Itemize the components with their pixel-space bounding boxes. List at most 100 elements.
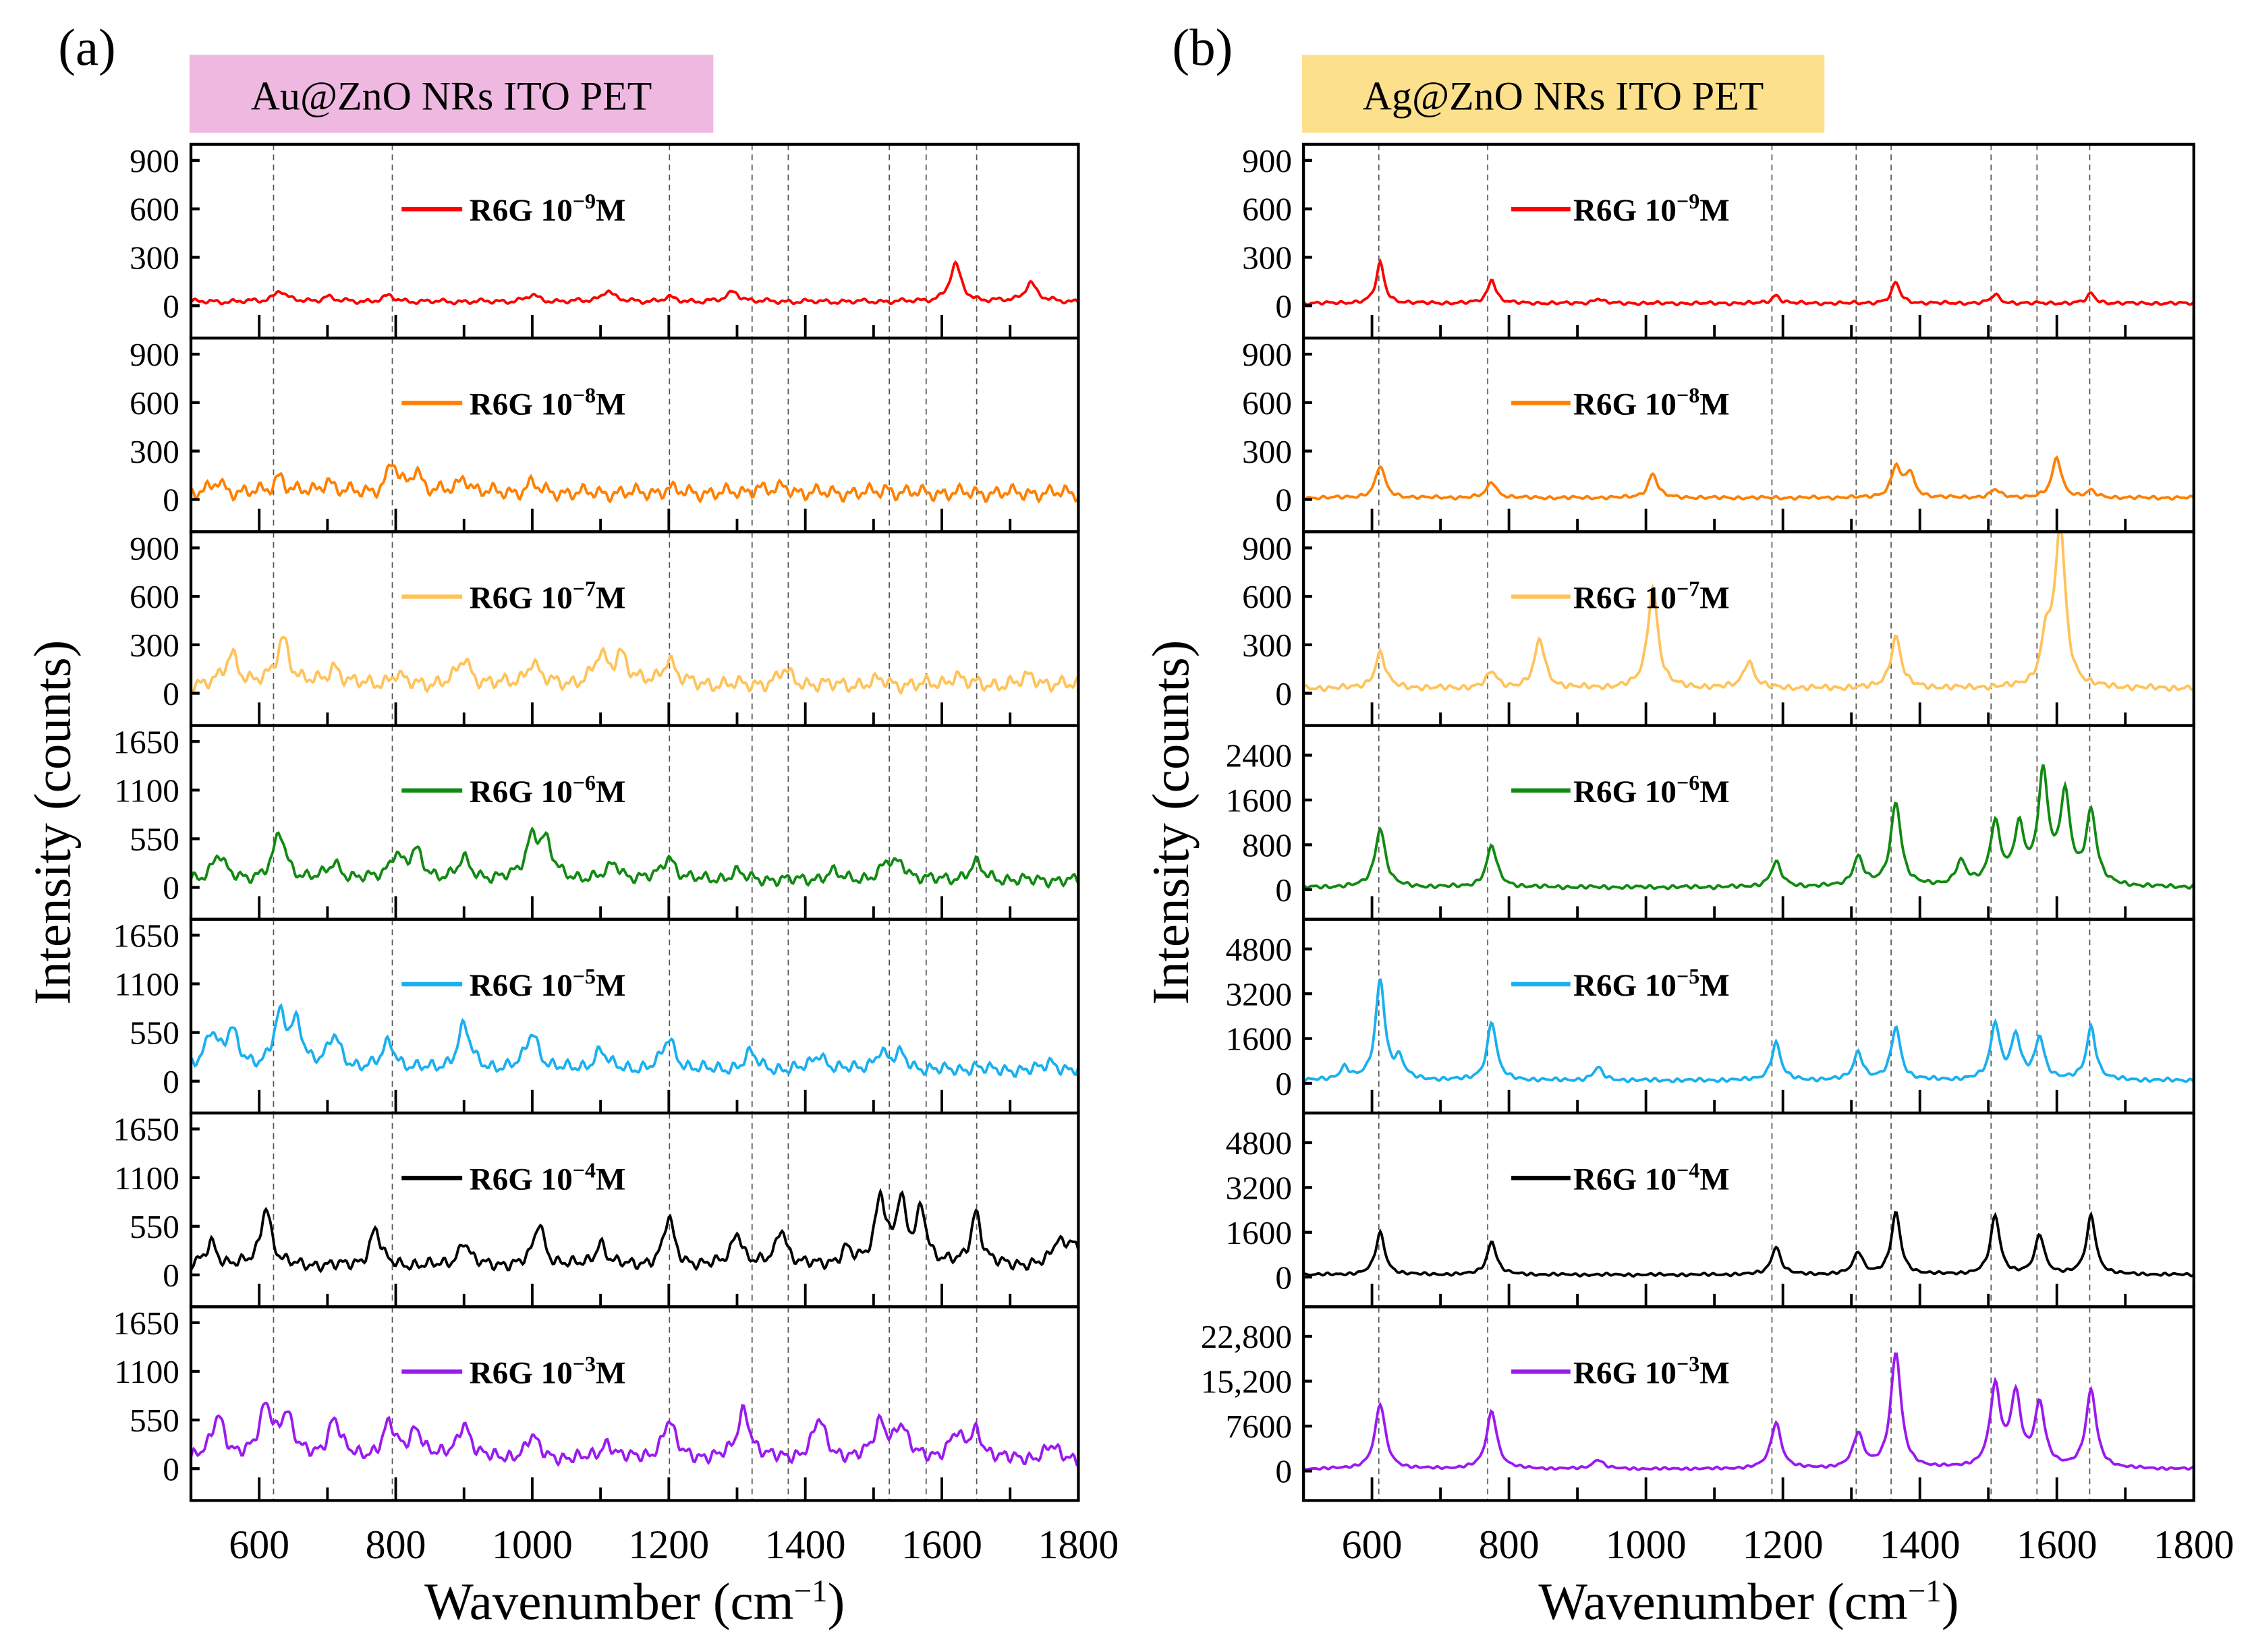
- legend-label: R6G 10−5M: [1573, 964, 1730, 1003]
- subplot-frame: [189, 1305, 1080, 1502]
- subplot-6: 0 7600 15,200 22,800 R6G 10−3M: [1201, 1305, 2195, 1502]
- legend-base: R6G 10: [1573, 581, 1677, 616]
- spectrum-line-3: [1303, 764, 2194, 891]
- spectrum-line-1: [1303, 455, 2194, 501]
- y-tick-label: 0: [1275, 1065, 1292, 1102]
- legend-base: R6G 10: [470, 193, 573, 228]
- x-tick-label: 1200: [1743, 1522, 1824, 1567]
- legend-unit: M: [596, 774, 625, 809]
- subplot-frame: [1301, 917, 2195, 1115]
- legend-exponent: −8: [1677, 382, 1699, 407]
- subplot-frame: [1301, 1111, 2195, 1309]
- legend-label: R6G 10−6M: [1573, 770, 1730, 809]
- panel-label: (b): [1172, 18, 1233, 76]
- y-tick-label: 800: [1242, 826, 1292, 863]
- subplot-frame: [1301, 1305, 2195, 1502]
- y-tick-label: 900: [130, 142, 179, 179]
- y-tick-label: 550: [130, 821, 179, 858]
- spectrum-line-4: [191, 1003, 1079, 1078]
- legend-unit: M: [1699, 774, 1729, 809]
- legend-exponent: −5: [573, 964, 596, 988]
- legend-base: R6G 10: [1573, 1162, 1677, 1197]
- x-tick-label: 1800: [1038, 1522, 1119, 1567]
- subplot-frame: [1301, 142, 2195, 340]
- legend-exponent: −6: [573, 770, 596, 795]
- subplot-2: 0 300 600 900 R6G 10−7M: [1242, 530, 2195, 727]
- y-tick-label: 4800: [1226, 1124, 1292, 1162]
- y-tick-label: 300: [1242, 239, 1292, 277]
- legend-base: R6G 10: [470, 968, 573, 1003]
- subplot-1: 0 300 600 900 R6G 10−8M: [130, 336, 1080, 534]
- legend-label: R6G 10−8M: [470, 382, 626, 422]
- y-tick-label: 1650: [113, 1111, 179, 1148]
- legend-unit: M: [596, 1356, 625, 1391]
- legend-unit: M: [596, 968, 625, 1003]
- subplot-frame: [189, 724, 1080, 921]
- y-tick-label: 900: [1242, 142, 1292, 179]
- y-tick-label: 600: [130, 578, 179, 615]
- spectrum-line-3: [191, 826, 1079, 889]
- x-tick-label: 1000: [492, 1522, 573, 1567]
- y-tick-label: 1650: [113, 723, 179, 760]
- y-tick-label: 300: [130, 627, 179, 664]
- spectrum-line-1: [191, 463, 1079, 504]
- spectrum-line-2: [191, 635, 1079, 695]
- spectrum-line-6: [1303, 1352, 2194, 1472]
- y-tick-label: 2400: [1226, 737, 1292, 774]
- subplot-frame: [1301, 336, 2195, 534]
- subplot-3: 0 800 1600 2400 R6G 10−6M: [1226, 724, 2195, 921]
- legend-label: R6G 10−9M: [1573, 189, 1730, 228]
- legend-exponent: −4: [573, 1158, 596, 1182]
- x-tick-label: 1400: [1880, 1522, 1961, 1567]
- x-tick-label: 600: [1342, 1522, 1403, 1567]
- y-tick-label: 3200: [1226, 1169, 1292, 1206]
- y-tick-label: 1100: [114, 1160, 179, 1197]
- y-tick-label: 900: [1242, 336, 1292, 373]
- legend-label: R6G 10−8M: [1573, 382, 1730, 422]
- subplot-frame: [189, 142, 1080, 340]
- y-tick-label: 1600: [1226, 1021, 1292, 1058]
- legend-label: R6G 10−4M: [1573, 1158, 1730, 1197]
- spectrum-line-2: [1303, 532, 2194, 693]
- panel-label: (a): [58, 18, 115, 76]
- subplot-frame: [1301, 530, 2195, 727]
- x-tick-label: 1400: [765, 1522, 846, 1567]
- x-tick-label: 1200: [628, 1522, 709, 1567]
- chart-title: Au@ZnO NRs ITO PET: [251, 74, 652, 119]
- x-axis-title-sup: −1: [794, 1574, 828, 1609]
- y-tick-label: 600: [130, 191, 179, 228]
- legend-label: R6G 10−6M: [470, 770, 626, 809]
- legend-base: R6G 10: [470, 1162, 573, 1197]
- y-tick-label: 1100: [114, 966, 179, 1003]
- y-tick-label: 300: [1242, 627, 1292, 664]
- y-tick-label: 300: [130, 239, 179, 277]
- y-tick-label: 600: [1242, 191, 1292, 228]
- legend-base: R6G 10: [470, 774, 573, 809]
- subplot-3: 0 550 1100 1650 R6G 10−6M: [113, 723, 1080, 921]
- legend-label: R6G 10−5M: [470, 964, 626, 1003]
- y-tick-label: 600: [1242, 578, 1292, 615]
- legend-label: R6G 10−4M: [470, 1158, 626, 1197]
- legend-unit: M: [1699, 1162, 1729, 1197]
- subplot-frame: [189, 530, 1080, 727]
- y-axis-title: Intensity (counts): [1142, 640, 1200, 1005]
- title-box: [1301, 55, 1825, 133]
- legend-exponent: −7: [573, 577, 596, 601]
- y-tick-label: 900: [1242, 530, 1292, 567]
- legend-exponent: −3: [573, 1352, 596, 1376]
- y-tick-label: 0: [163, 1063, 179, 1100]
- x-tick-label: 600: [229, 1522, 289, 1567]
- y-axis-title: Intensity (counts): [23, 640, 81, 1005]
- x-tick-label: 1000: [1606, 1522, 1687, 1567]
- x-axis-title: Wavenumber (cm−1): [1538, 1572, 1959, 1630]
- spectrum-line-5: [191, 1187, 1079, 1274]
- legend-base: R6G 10: [1573, 1356, 1677, 1391]
- y-tick-label: 1100: [114, 1353, 179, 1390]
- x-tick-label: 1800: [2154, 1522, 2234, 1567]
- y-tick-label: 300: [1242, 433, 1292, 470]
- y-tick-label: 0: [163, 482, 179, 519]
- legend-unit: M: [596, 581, 625, 616]
